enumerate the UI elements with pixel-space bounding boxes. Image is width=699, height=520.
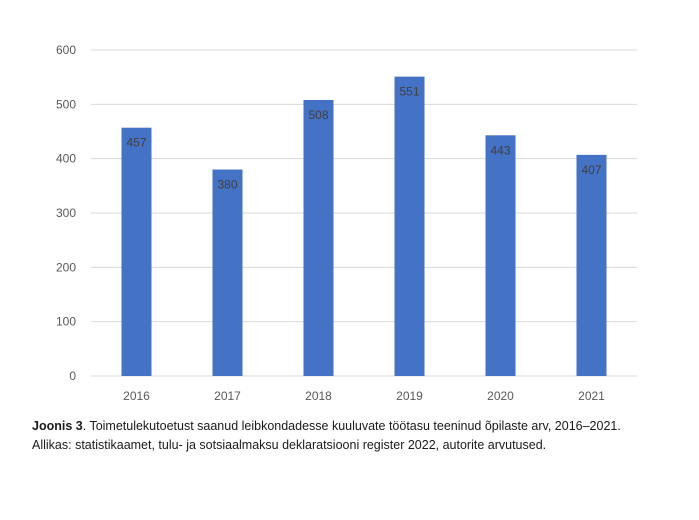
bar-chart: 0 100 200 300 400 500 600 457 380 508 551 443 407 2… bbox=[56, 43, 637, 403]
caption-text: . Toimetulekutoetust saanud leibkondades… bbox=[32, 419, 621, 452]
bar-2020 bbox=[485, 135, 516, 376]
y-tick-label: 400 bbox=[56, 152, 76, 166]
caption-label: Joonis 3 bbox=[32, 419, 83, 433]
x-tick-label-2018: 2018 bbox=[305, 389, 332, 403]
data-label-2018: 508 bbox=[308, 108, 328, 122]
bar-2016 bbox=[121, 127, 152, 377]
data-label-2017: 380 bbox=[217, 178, 237, 192]
data-label-2021: 407 bbox=[581, 163, 601, 177]
x-tick-label-2016: 2016 bbox=[123, 389, 150, 403]
data-labels: 457 380 508 551 443 407 bbox=[126, 85, 601, 192]
y-axis-tick-labels: 0 100 200 300 400 500 600 bbox=[56, 43, 76, 383]
x-axis-tick-labels: 2016 2017 2018 2019 2020 2021 bbox=[123, 389, 605, 403]
bar-2019 bbox=[394, 76, 425, 376]
gridlines bbox=[91, 49, 637, 377]
x-tick-label-2017: 2017 bbox=[214, 389, 241, 403]
data-label-2020: 443 bbox=[490, 143, 510, 157]
y-tick-label: 0 bbox=[69, 369, 76, 383]
y-tick-label: 600 bbox=[56, 43, 76, 57]
data-label-2019: 551 bbox=[399, 85, 419, 99]
y-tick-label: 300 bbox=[56, 206, 76, 220]
bar-2018 bbox=[303, 99, 334, 376]
bar-2017 bbox=[212, 169, 243, 376]
x-tick-label-2021: 2021 bbox=[578, 389, 605, 403]
y-tick-label: 200 bbox=[56, 260, 76, 274]
y-tick-label: 100 bbox=[56, 315, 76, 329]
bar-2021 bbox=[576, 154, 607, 376]
x-tick-label-2020: 2020 bbox=[487, 389, 514, 403]
bars bbox=[121, 76, 607, 377]
x-tick-label-2019: 2019 bbox=[396, 389, 423, 403]
data-label-2016: 457 bbox=[126, 136, 146, 150]
figure-caption: Joonis 3. Toimetulekutoetust saanud leib… bbox=[32, 417, 652, 455]
y-tick-label: 500 bbox=[56, 97, 76, 111]
